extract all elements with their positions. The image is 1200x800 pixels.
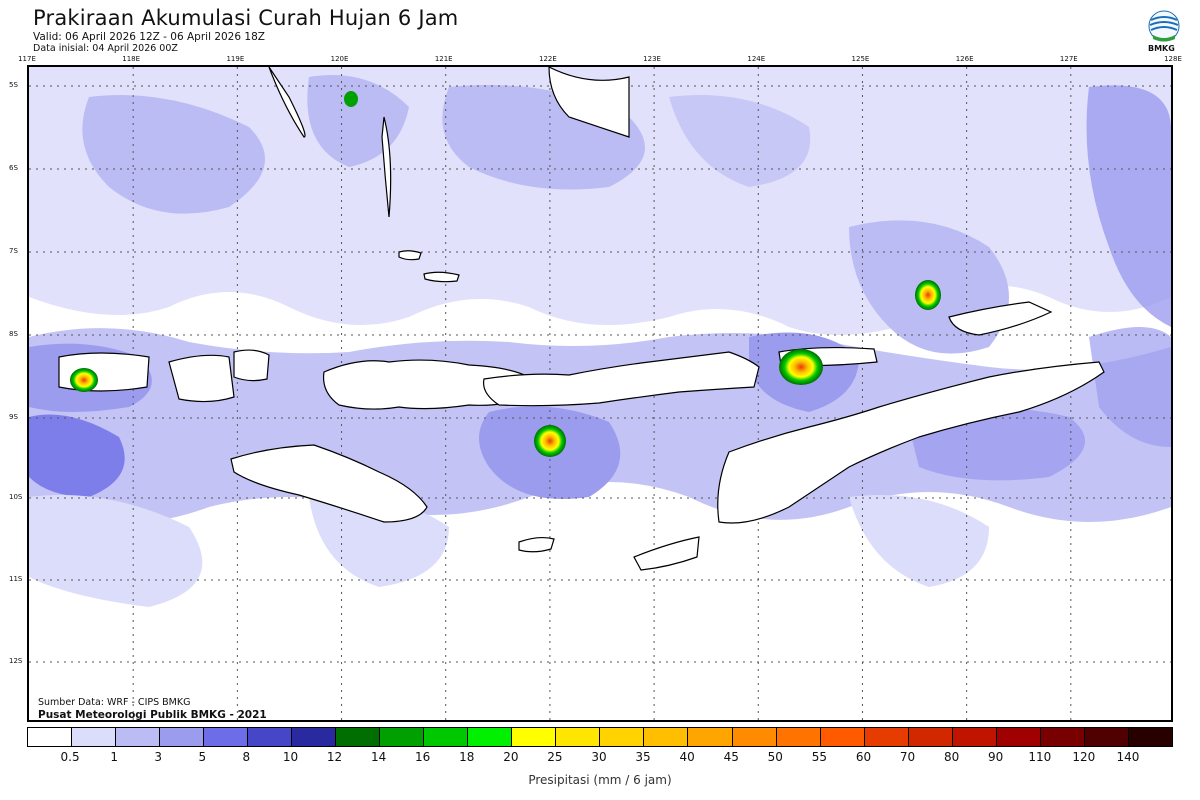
legend-tick-label: 3 <box>154 750 163 764</box>
legend-tick-label: 90 <box>988 750 1004 764</box>
legend-tick-label: 40 <box>679 750 695 764</box>
hotspot-layer <box>70 91 941 457</box>
legend-tick-label: 25 <box>547 750 563 764</box>
hotspot-sumba-sea <box>534 425 566 457</box>
legend-tick-label: 14 <box>370 750 387 764</box>
lat-label-8S: 8S <box>9 330 18 338</box>
legend-swatch <box>468 728 513 746</box>
hotspot-sulawesi <box>344 91 358 107</box>
legend-swatch <box>556 728 601 746</box>
legend-swatch <box>72 728 117 746</box>
legend-swatch <box>688 728 733 746</box>
coastline-layer <box>58 67 1105 571</box>
legend-tick-label: 10 <box>282 750 299 764</box>
hotspot-banda-sea <box>915 280 941 310</box>
legend-tick-label: 50 <box>767 750 783 764</box>
rain-field-layer <box>29 67 1171 607</box>
legend-swatch <box>424 728 469 746</box>
legend-swatch <box>996 728 1041 746</box>
legend-swatch <box>28 728 73 746</box>
lat-label-10S: 10S <box>9 493 23 501</box>
lon-label-128E: 128E <box>1164 55 1182 63</box>
initial-data: Data inisial: 04 April 2026 00Z <box>33 43 178 54</box>
legend-tick-label: 1 <box>110 750 118 764</box>
legend-swatch <box>1040 728 1085 746</box>
legend-swatch <box>732 728 777 746</box>
data-source: Sumber Data: WRF - CIPS BMKG <box>38 697 191 708</box>
lat-label-7S: 7S <box>9 247 18 255</box>
lon-label-120E: 120E <box>330 55 349 63</box>
legend-tick-label: 110 <box>1028 750 1052 764</box>
legend-swatch <box>864 728 909 746</box>
legend-tick-label: 70 <box>899 750 916 764</box>
legend-swatch <box>908 728 953 746</box>
lat-label-12S: 12S <box>9 657 23 665</box>
publisher: Pusat Meteorologi Publik BMKG - 2021 <box>38 709 267 721</box>
legend-tick-label: 16 <box>415 750 431 764</box>
lon-label-127E: 127E <box>1059 55 1078 63</box>
legend-swatch <box>336 728 381 746</box>
legend-swatch <box>644 728 689 746</box>
valid-period: Valid: 06 April 2026 12Z - 06 April 2026… <box>33 31 265 43</box>
legend-tick-label: 60 <box>855 750 872 764</box>
color-legend <box>27 727 1173 747</box>
lon-label-122E: 122E <box>539 55 557 63</box>
hotspot-bali <box>70 368 98 392</box>
legend-swatch <box>116 728 161 746</box>
legend-tick-label: 140 <box>1116 750 1140 764</box>
legend-swatch <box>204 728 249 746</box>
map-frame <box>27 65 1173 722</box>
legend-swatch <box>820 728 865 746</box>
legend-tick-label: 5 <box>198 750 207 764</box>
legend-swatch <box>952 728 997 746</box>
legend-tick-label: 20 <box>503 750 519 764</box>
legend-swatch <box>160 728 205 746</box>
lon-label-117E: 117E <box>18 55 36 63</box>
legend-swatch <box>292 728 337 746</box>
legend-tick-label: 8 <box>242 750 251 764</box>
legend-tick-label: 30 <box>591 750 607 764</box>
hotspot-flores-east <box>779 349 823 385</box>
map-title: Prakiraan Akumulasi Curah Hujan 6 Jam <box>33 6 459 30</box>
legend-tick-label: 55 <box>811 750 828 764</box>
lat-label-5S: 5S <box>9 81 18 89</box>
lat-label-11S: 11S <box>9 575 23 583</box>
lon-label-118E: 118E <box>122 55 141 63</box>
legend-tick-label: 35 <box>635 750 651 764</box>
legend-tick-label: 45 <box>723 750 739 764</box>
legend-tick-label: 18 <box>459 750 475 764</box>
bmkg-logo-icon <box>1148 10 1180 42</box>
lat-label-6S: 6S <box>9 164 18 172</box>
legend-swatch <box>600 728 645 746</box>
lon-label-119E: 119E <box>226 55 245 63</box>
legend-swatch <box>248 728 293 746</box>
legend-tick-label: 120 <box>1072 750 1096 764</box>
legend-tick-label: 80 <box>943 750 960 764</box>
graticule <box>29 67 1171 720</box>
lat-label-9S: 9S <box>9 413 18 421</box>
lon-label-124E: 124E <box>747 55 766 63</box>
precipitation-map <box>29 67 1171 720</box>
legend-swatch <box>776 728 821 746</box>
legend-swatch <box>1084 728 1129 746</box>
legend-swatch <box>512 728 557 746</box>
logo-text: BMKG <box>1148 44 1175 53</box>
lon-label-126E: 126E <box>955 55 974 63</box>
lon-label-123E: 123E <box>643 55 661 63</box>
legend-tick-label: 12 <box>326 750 343 764</box>
lon-label-121E: 121E <box>434 55 453 63</box>
legend-swatch <box>1128 728 1172 746</box>
legend-tick-label: 0.5 <box>60 750 80 764</box>
legend-axis-title: Presipitasi (mm / 6 jam) <box>528 773 672 787</box>
lon-label-125E: 125E <box>851 55 870 63</box>
legend-swatch <box>380 728 425 746</box>
